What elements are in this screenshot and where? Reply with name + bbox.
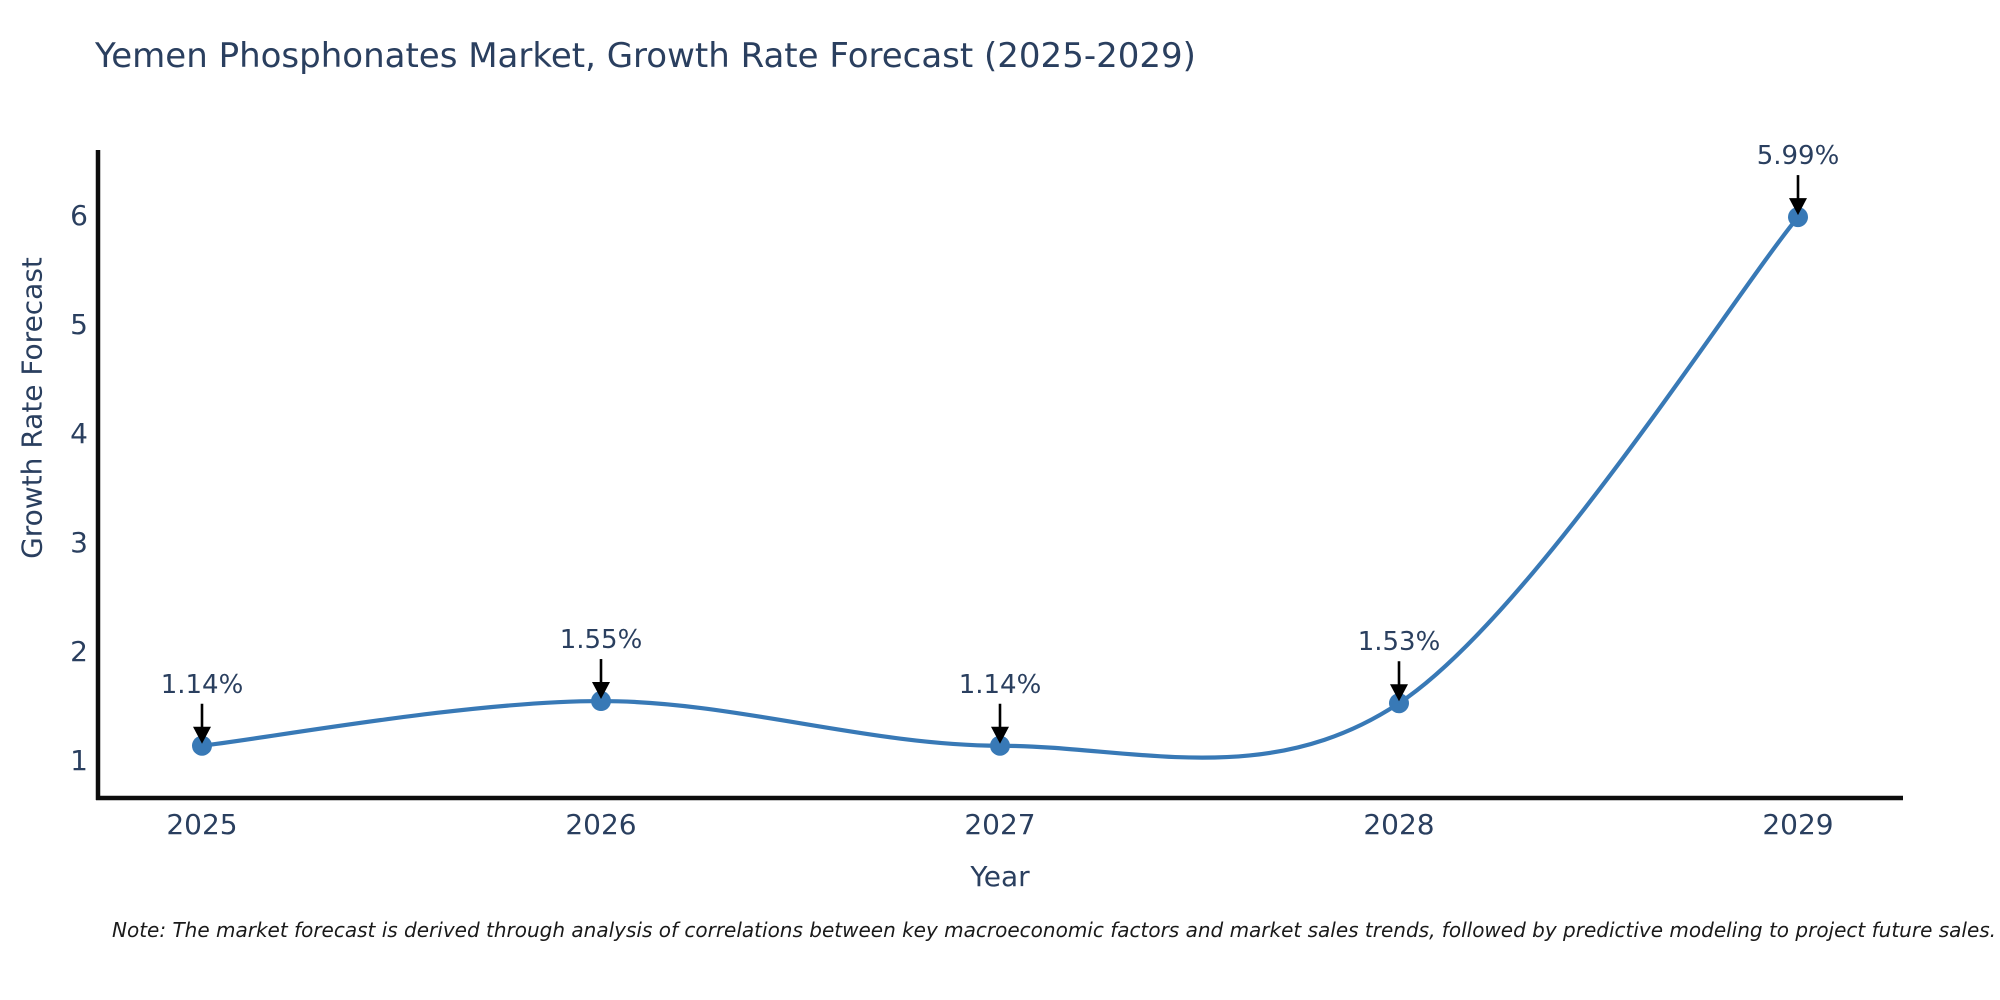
data-point-marker[interactable]: [1788, 207, 1808, 228]
point-annotation: 5.99%: [1756, 141, 1840, 172]
x-tick-label: 2028: [1363, 808, 1435, 841]
annotation-arrow-head: [1789, 198, 1807, 216]
x-tick-label: 2026: [565, 808, 637, 841]
point-annotation: 1.14%: [160, 669, 244, 700]
chart-title: Yemen Phosphonates Market, Growth Rate F…: [95, 36, 1196, 76]
data-point-marker[interactable]: [1389, 693, 1409, 714]
point-annotation: 1.53%: [1357, 627, 1441, 658]
y-tick-label: 6: [70, 199, 88, 232]
y-tick-label: 5: [70, 308, 88, 341]
x-tick-label: 2025: [166, 808, 238, 841]
point-annotation: 1.14%: [958, 669, 1042, 700]
data-point-marker[interactable]: [192, 735, 212, 756]
annotation-arrow-head: [592, 682, 610, 700]
x-axis-title: Year: [970, 860, 1030, 893]
y-axis-title: Growth Rate Forecast: [15, 257, 49, 559]
forecast-line: [199, 214, 1801, 760]
x-tick-label: 2027: [964, 808, 1036, 841]
annotation-arrow-head: [991, 726, 1009, 744]
y-tick-label: 1: [70, 744, 88, 777]
annotation-arrow-head: [193, 726, 211, 744]
y-tick-label: 3: [70, 526, 88, 559]
point-annotation: 1.55%: [559, 625, 643, 656]
data-point-marker[interactable]: [990, 735, 1010, 756]
footnote-text: Note: The market forecast is derived thr…: [112, 918, 1997, 942]
annotation-arrow-head: [1390, 684, 1408, 702]
y-tick-label: 2: [70, 635, 88, 668]
data-point-marker[interactable]: [591, 691, 611, 712]
y-tick-label: 4: [70, 417, 88, 450]
x-tick-label: 2029: [1762, 808, 1834, 841]
